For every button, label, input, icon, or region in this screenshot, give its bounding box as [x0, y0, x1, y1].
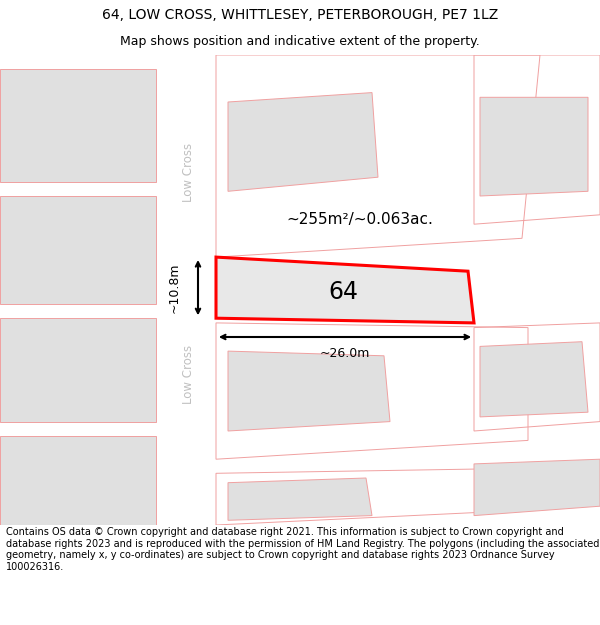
Bar: [162, 55, 216, 525]
Polygon shape: [228, 351, 390, 431]
Text: Low Cross: Low Cross: [182, 345, 196, 404]
Text: Contains OS data © Crown copyright and database right 2021. This information is : Contains OS data © Crown copyright and d…: [6, 527, 599, 572]
Text: Map shows position and indicative extent of the property.: Map shows position and indicative extent…: [120, 35, 480, 48]
Polygon shape: [228, 92, 378, 191]
Text: ~10.8m: ~10.8m: [167, 262, 181, 313]
Text: 64: 64: [329, 281, 359, 304]
Polygon shape: [480, 98, 588, 196]
Text: 64, LOW CROSS, WHITTLESEY, PETERBOROUGH, PE7 1LZ: 64, LOW CROSS, WHITTLESEY, PETERBOROUGH,…: [102, 8, 498, 22]
Text: Low Cross: Low Cross: [182, 143, 196, 202]
Polygon shape: [228, 478, 372, 520]
Text: ~255m²/~0.063ac.: ~255m²/~0.063ac.: [287, 212, 433, 227]
Bar: [0, 196, 156, 304]
Text: ~26.0m: ~26.0m: [320, 347, 370, 360]
Bar: [0, 69, 156, 182]
Polygon shape: [480, 342, 588, 417]
Polygon shape: [474, 459, 600, 516]
Bar: [0, 436, 156, 525]
Polygon shape: [216, 257, 474, 323]
Bar: [0, 318, 156, 422]
